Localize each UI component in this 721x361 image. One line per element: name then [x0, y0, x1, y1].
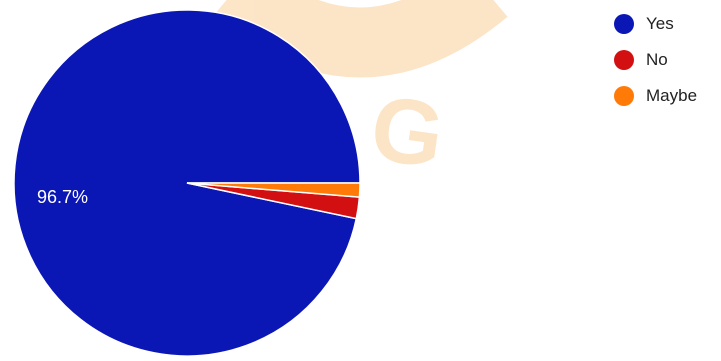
data-label-yes: 96.7% — [37, 187, 88, 207]
watermark-mark: G — [365, 77, 450, 188]
legend-label-yes: Yes — [646, 14, 674, 33]
pie-slice-maybe[interactable] — [186, 182, 361, 198]
legend-item-no[interactable]: No — [614, 42, 721, 78]
legend: Yes No Maybe — [614, 6, 721, 114]
watermark-arc — [212, 0, 508, 78]
legend-swatch-maybe — [614, 86, 634, 106]
legend-label-no: No — [646, 50, 668, 69]
legend-item-maybe[interactable]: Maybe — [614, 78, 721, 114]
watermark-graphic: G — [212, 0, 508, 188]
legend-swatch-yes — [614, 14, 634, 34]
legend-swatch-no — [614, 50, 634, 70]
legend-item-yes[interactable]: Yes — [614, 6, 721, 42]
legend-label-maybe: Maybe — [646, 86, 698, 105]
